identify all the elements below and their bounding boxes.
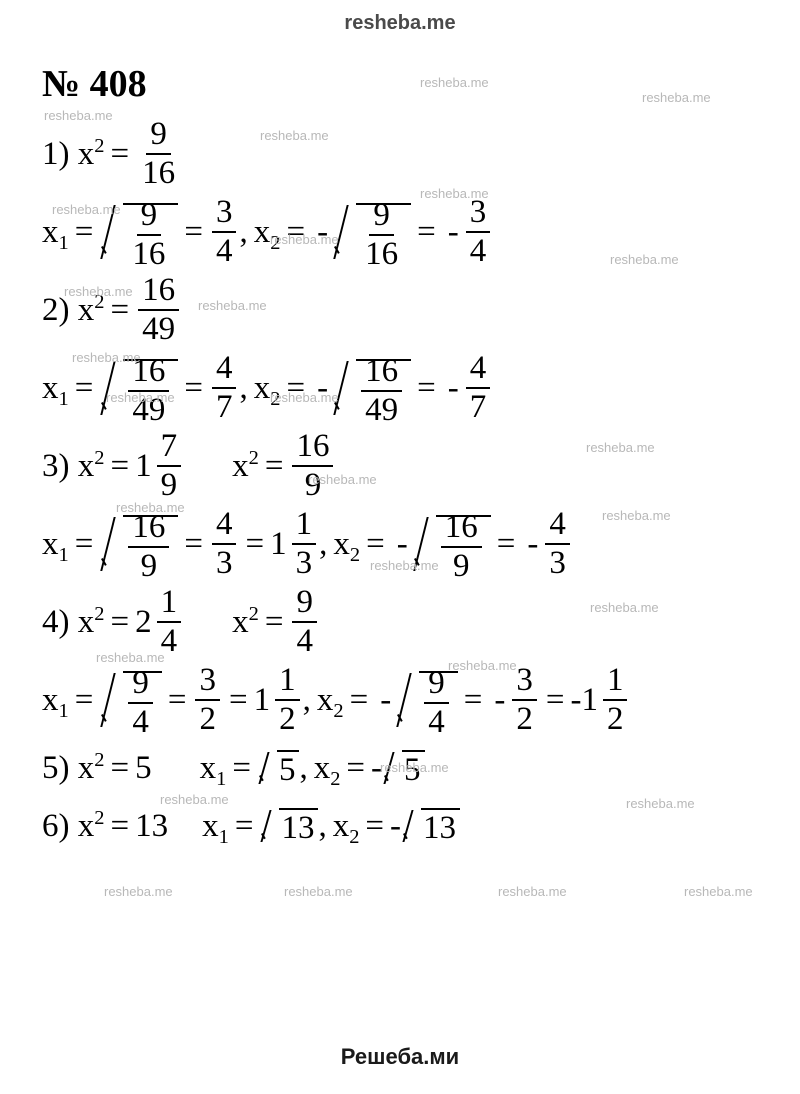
p6-num: 6) x2 [42, 808, 104, 845]
p4-num: 4) x2 [42, 604, 104, 641]
watermark: resheba.me [104, 884, 173, 899]
p5-line: 5) x2 =5 x1= 5 , x2= -5 [42, 742, 770, 794]
p4-equation: 4) x2 = 214 x2= 94 [42, 586, 770, 658]
p3-solution: x1= 169 = 43 = 113 , x2=- 169 =- 43 [42, 508, 770, 580]
p4-solution: x1= 94 = 32 = 112 , x2=- 94 =- 32 = -112 [42, 664, 770, 736]
p2-num: 2) x2 [42, 292, 104, 329]
math-content: 1) x2 = 916 x1= 916 = 34 , x2=- 916 =- 3… [42, 118, 770, 858]
watermark: resheba.me [284, 884, 353, 899]
p2-equation: 2) x2 = 1649 [42, 274, 770, 346]
p1-solution: x1= 916 = 34 , x2=- 916 =- 34 [42, 196, 770, 268]
header-watermark: resheba.me [344, 12, 455, 35]
p5-num: 5) x2 [42, 750, 104, 787]
watermark: resheba.me [420, 75, 489, 90]
watermark: resheba.me [642, 90, 711, 105]
watermark: resheba.me [684, 884, 753, 899]
p3-num: 3) x2 [42, 448, 104, 485]
p1-equation: 1) x2 = 916 [42, 118, 770, 190]
p2-solution: x1= 1649 = 47 , x2=- 1649 =- 47 [42, 352, 770, 424]
p6-line: 6) x2 =13 x1= 13 , x2= -13 [42, 800, 770, 852]
footer-brand: Решеба.ми [341, 1044, 459, 1070]
p3-equation: 3) x2 = 179 x2= 169 [42, 430, 770, 502]
p1-num: 1) x2 [42, 136, 104, 173]
exercise-number: № 408 [42, 62, 147, 106]
watermark: resheba.me [498, 884, 567, 899]
